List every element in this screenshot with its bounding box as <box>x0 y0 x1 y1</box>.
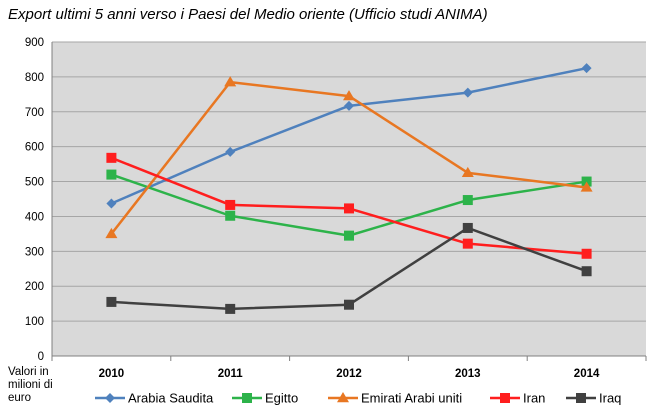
data-point-iraq-2013 <box>462 222 473 233</box>
y-tick-label-800: 800 <box>25 72 44 84</box>
y-axis-label-line-2: milioni di <box>8 379 53 391</box>
data-point-iran-2013 <box>462 238 473 249</box>
data-point-arabia-saudita-2014 <box>581 63 592 74</box>
data-point-iraq-2012 <box>344 299 354 310</box>
data-point-egitto-2010 <box>106 169 117 180</box>
y-axis-label-line-1: Valori in <box>8 366 49 378</box>
data-point-iran-2011 <box>225 199 236 210</box>
legend-item-emirati-arabi-uniti: Emirati Arabi uniti <box>328 391 462 406</box>
data-point-emirati-arabi-uniti-2013 <box>461 166 474 178</box>
legend-item-iran: Iran <box>490 391 545 406</box>
data-point-iraq-2010 <box>106 296 117 307</box>
legend-label-iran: Iran <box>523 391 545 406</box>
legend-label-emirati-arabi-uniti: Emirati Arabi uniti <box>361 391 462 406</box>
data-point-emirati-arabi-uniti-2011 <box>224 76 237 87</box>
legend-marker-emirati-arabi-uniti <box>337 392 349 403</box>
x-tick-label-2010: 2010 <box>99 368 125 380</box>
data-point-arabia-saudita-2013 <box>462 87 473 98</box>
y-tick-label-300: 300 <box>25 246 44 258</box>
x-tick-label-2014: 2014 <box>574 368 600 380</box>
legend-marker-iran <box>500 393 510 403</box>
data-point-egitto-2011 <box>225 210 236 221</box>
data-point-egitto-2012 <box>344 230 354 241</box>
data-point-iraq-2014 <box>581 266 592 277</box>
series-emirati-arabi-uniti <box>105 76 593 239</box>
legend-label-egitto: Egitto <box>265 391 298 406</box>
y-tick-label-500: 500 <box>25 177 44 189</box>
legend-label-iraq: Iraq <box>599 391 621 406</box>
y-axis-label-line-3: euro <box>8 392 32 404</box>
y-tick-label-900: 900 <box>25 37 44 49</box>
legend-item-egitto: Egitto <box>232 391 298 406</box>
series-arabia-saudita <box>106 63 592 209</box>
data-point-emirati-arabi-uniti-2014 <box>580 181 593 192</box>
series-iran <box>106 152 592 259</box>
series-iraq <box>106 222 592 314</box>
chart-title: Export ultimi 5 anni verso i Paesi del M… <box>8 6 488 23</box>
x-tick-label-2011: 2011 <box>218 368 244 380</box>
data-point-iran-2014 <box>581 248 592 259</box>
data-point-iraq-2011 <box>225 303 236 314</box>
legend-marker-iraq <box>576 393 586 403</box>
legend-item-iraq: Iraq <box>566 391 621 406</box>
data-point-egitto-2013 <box>462 195 473 206</box>
axes: 0 100 200 300 400 500 600 700 800 900 2010 2011 2012… <box>25 37 647 380</box>
data-point-arabia-saudita-2011 <box>225 146 236 157</box>
data-point-emirati-arabi-uniti-2012 <box>343 90 355 101</box>
data-point-iran-2012 <box>344 203 354 214</box>
y-tick-label-0: 0 <box>38 351 44 363</box>
data-point-arabia-saudita-2010 <box>106 198 117 209</box>
y-tick-label-100: 100 <box>25 316 44 328</box>
legend: Arabia Saudita Egitto Emirati Arabi uniti I… <box>95 391 621 406</box>
y-tick-label-400: 400 <box>25 211 44 223</box>
data-point-iran-2010 <box>106 152 117 163</box>
legend-item-arabia-saudita: Arabia Saudita <box>95 391 214 406</box>
x-tick-label-2013: 2013 <box>455 368 481 380</box>
y-tick-label-700: 700 <box>25 107 44 119</box>
x-tick-label-2012: 2012 <box>336 368 362 380</box>
legend-marker-egitto <box>242 393 252 403</box>
data-point-emirati-arabi-uniti-2010 <box>105 227 118 239</box>
y-tick-label-600: 600 <box>25 142 44 154</box>
legend-label-arabia-saudita: Arabia Saudita <box>128 391 214 406</box>
legend-marker-arabia-saudita <box>105 393 115 403</box>
series-group <box>105 63 593 314</box>
y-tick-label-200: 200 <box>25 281 44 293</box>
data-point-arabia-saudita-2012 <box>344 100 354 111</box>
